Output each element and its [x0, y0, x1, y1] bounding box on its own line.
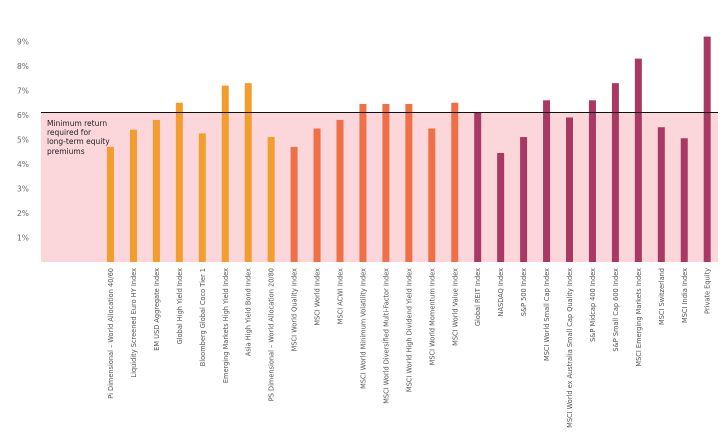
bar	[520, 137, 528, 262]
y-tick-label: 1%	[17, 234, 29, 243]
x-category-label: Emerging Markets High Yield Index	[222, 268, 230, 383]
bar	[680, 138, 688, 262]
x-category-label: MSCI World Index	[314, 268, 322, 326]
bar	[382, 103, 390, 262]
threshold-annotation: Minimum return required for long-term eq…	[47, 119, 119, 156]
x-category-label: Private Equity	[704, 268, 712, 314]
bar	[244, 83, 252, 263]
x-category-label: MSCI Emerging Markets Index	[635, 268, 643, 367]
bar	[290, 146, 298, 262]
y-tick-label: 7%	[17, 87, 29, 96]
x-category-label: MSCI World Diversified Multi-Factor Inde…	[382, 268, 390, 404]
bar	[657, 127, 665, 262]
bar	[198, 133, 206, 263]
bar	[336, 119, 344, 263]
y-tick-label: 9%	[17, 38, 29, 47]
x-category-label: Global REIT Index	[474, 268, 482, 326]
bar	[221, 85, 229, 262]
bar	[428, 128, 436, 262]
bar	[107, 146, 114, 262]
bar	[175, 102, 183, 262]
x-category-label: Pi Dimensional – World Allocation 40/60	[107, 268, 115, 399]
threshold-annotation-line: premiums	[47, 146, 85, 156]
bar	[267, 137, 275, 262]
y-tick-label: 8%	[17, 62, 29, 71]
bar	[405, 103, 413, 262]
x-category-label: MSCI World Minimum Volatility Index	[359, 268, 367, 389]
y-tick-label: 4%	[17, 160, 29, 169]
x-category-label: NASDAQ Index	[497, 268, 505, 317]
x-category-label: S&P 500 Index	[520, 268, 528, 316]
x-category-label: S&P Midcap 400 Index	[589, 268, 597, 342]
x-category-label: Global High Yield Index	[176, 268, 184, 344]
x-category-label: MSCI India Index	[681, 268, 689, 323]
x-category-label: MSCI ACWI Index	[337, 268, 345, 324]
bar	[611, 83, 619, 263]
threshold-annotation-line: required for	[47, 128, 92, 138]
x-category-label: Liquidity Screened Euro HY Index	[130, 268, 138, 378]
bar	[359, 103, 367, 262]
threshold-annotation-line: Minimum return	[47, 119, 108, 128]
x-category-label: MSCI World ex Australia Small Cap Qualit…	[566, 268, 574, 428]
x-category-label: MSCI World Small Cap Index	[543, 268, 551, 361]
y-tick-label: 6%	[17, 111, 29, 120]
x-category-label: MSCI World Momentum Index	[428, 268, 436, 365]
x-category-label: MSCI Switzerland	[658, 268, 666, 325]
bar	[152, 119, 160, 263]
bar	[313, 128, 321, 262]
x-category-label: MSCI World Quality Index	[291, 268, 299, 351]
bar	[703, 36, 711, 262]
bar	[543, 100, 551, 262]
y-tick-label: 5%	[17, 136, 29, 145]
x-axis-category-labels: Pi Dimensional – World Allocation 40/60 L…	[107, 268, 712, 428]
x-category-label: EM USD Aggregate Index	[153, 268, 161, 351]
bar	[129, 129, 137, 262]
y-axis-ticks: 1% 2% 3% 4% 5% 6% 7% 8% 9%	[17, 38, 29, 243]
y-tick-label: 3%	[17, 185, 29, 194]
bar	[566, 117, 573, 262]
x-category-label: MSCI World High Dividend Yield Index	[405, 268, 413, 392]
bar	[634, 58, 642, 263]
x-category-label: S&P Small Cap 600 Index	[612, 268, 620, 352]
bar	[451, 102, 459, 262]
threshold-annotation-line: long-term equity	[47, 137, 110, 147]
y-tick-label: 2%	[17, 209, 29, 218]
bar	[474, 112, 482, 262]
x-category-label: PS Dimensional – World Allocation 20/80	[268, 268, 276, 401]
bar-series	[107, 36, 711, 263]
bar	[588, 100, 596, 262]
x-category-label: Bloomberg Global Coco Tier 1	[199, 268, 207, 366]
bar	[497, 152, 505, 262]
x-category-label: MSCI World Value Index	[451, 268, 459, 346]
x-category-label: Asia High Yield Bond Index	[245, 268, 253, 356]
